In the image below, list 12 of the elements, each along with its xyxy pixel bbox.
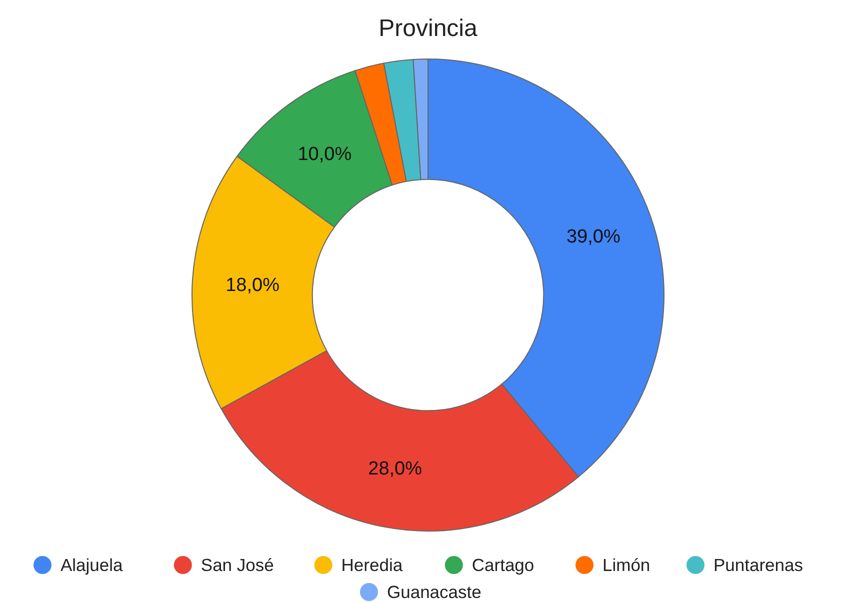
legend-label: Puntarenas (714, 555, 804, 575)
data-label: 28,0% (368, 458, 422, 480)
legend-label: Guanacaste (387, 582, 482, 602)
legend-label: San José (200, 555, 274, 575)
legend-label: Heredia (341, 555, 403, 575)
chart-title: Provincia (378, 15, 478, 42)
data-label: 18,0% (226, 274, 280, 296)
legend-label: Alajuela (60, 555, 124, 575)
data-label: 10,0% (298, 144, 352, 165)
data-label: 39,0% (566, 226, 620, 248)
legend-label: Limón (602, 555, 650, 575)
legend-label: Cartago (472, 555, 534, 575)
